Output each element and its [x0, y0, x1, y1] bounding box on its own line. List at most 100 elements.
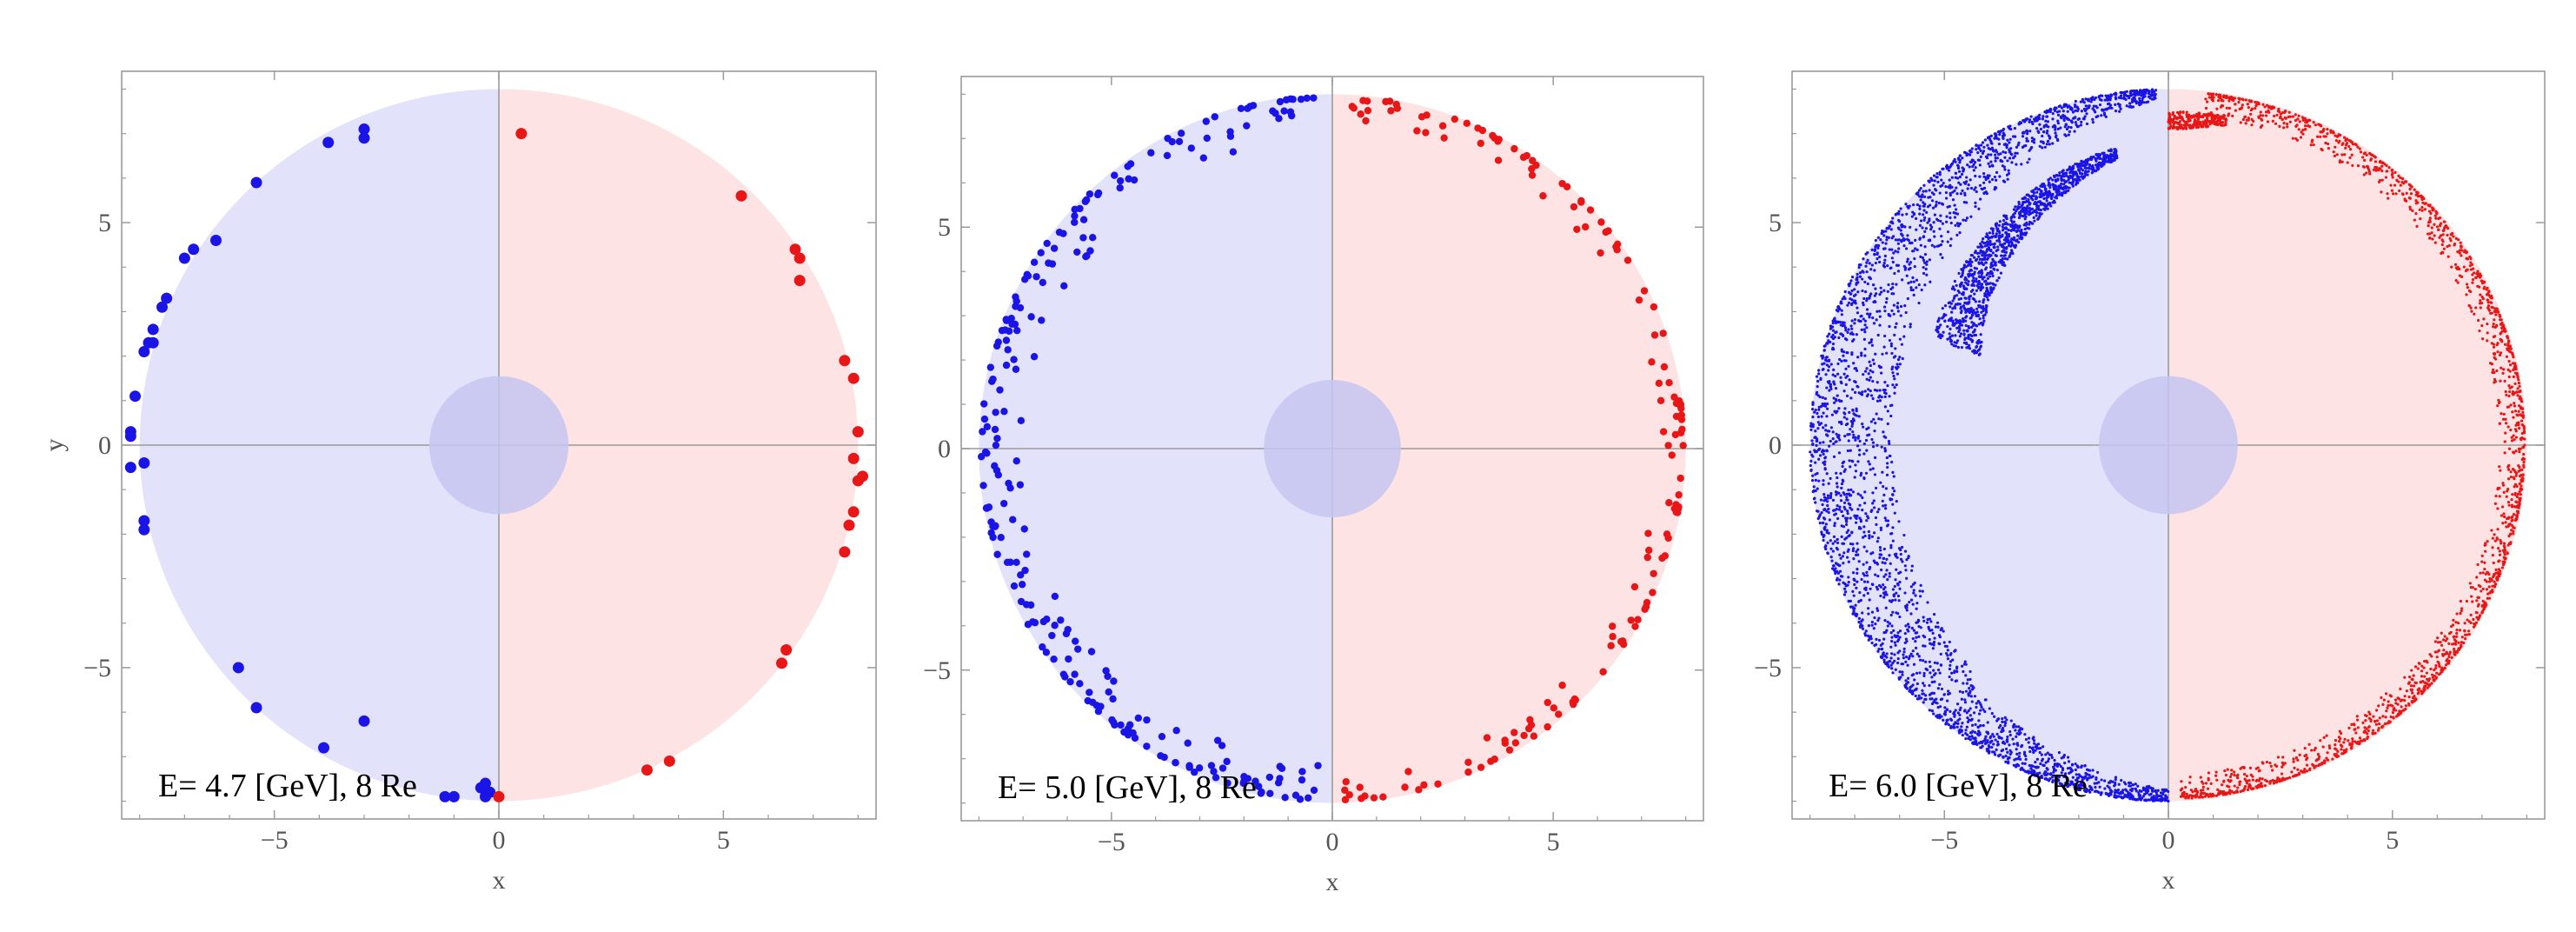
data-point — [1836, 372, 1840, 376]
data-point — [1979, 289, 1982, 292]
data-point — [1965, 201, 1969, 204]
data-point — [1866, 434, 1869, 437]
data-point — [2015, 239, 2018, 243]
data-point — [1923, 283, 1927, 287]
data-point — [2083, 764, 2087, 768]
data-point — [983, 423, 992, 431]
data-point — [2407, 676, 2412, 679]
data-point — [2055, 774, 2059, 777]
data-point — [1897, 212, 1901, 216]
data-point — [2045, 110, 2048, 113]
data-point — [1936, 668, 1941, 672]
data-point — [1520, 731, 1528, 740]
data-point — [1873, 253, 1876, 256]
data-point — [1823, 507, 1827, 511]
data-point — [1982, 150, 1986, 153]
data-point — [1856, 460, 1860, 463]
left-points-series — [1809, 88, 2170, 803]
data-point — [1844, 519, 1849, 523]
data-point — [1865, 561, 1869, 564]
data-point — [1845, 496, 1849, 499]
data-point — [1956, 156, 1961, 160]
data-point — [1977, 262, 1982, 265]
data-point — [2233, 784, 2236, 788]
data-point — [1882, 493, 1886, 496]
data-point — [2020, 209, 2023, 212]
data-point — [1861, 277, 1864, 281]
data-point — [1126, 160, 1135, 168]
data-point — [1844, 329, 1848, 332]
data-point — [1966, 678, 1969, 682]
data-point — [2016, 743, 2020, 747]
data-point — [2041, 146, 2044, 150]
data-point — [1955, 326, 1959, 330]
data-point — [1886, 290, 1889, 293]
data-point — [1974, 174, 1977, 178]
data-point — [1840, 535, 1843, 538]
data-point — [1834, 397, 1838, 402]
data-point — [1851, 417, 1856, 421]
data-point — [2053, 758, 2056, 762]
data-point — [1951, 307, 1955, 310]
data-point — [2102, 155, 2106, 158]
data-point — [2098, 156, 2101, 159]
data-point — [1844, 584, 1848, 588]
data-point — [1833, 336, 1836, 339]
data-point — [2107, 94, 2110, 97]
data-point — [1928, 238, 1932, 242]
data-point — [1510, 144, 1518, 153]
data-point — [1857, 453, 1862, 456]
data-point — [2118, 110, 2121, 113]
data-point — [1020, 525, 1028, 533]
data-point — [1888, 622, 1892, 625]
data-point — [1030, 258, 1039, 266]
data-point — [1942, 693, 1946, 696]
data-point — [991, 462, 999, 470]
data-point — [1002, 361, 1011, 369]
data-point — [1985, 290, 1988, 293]
data-point — [1203, 134, 1212, 143]
data-point — [2024, 754, 2028, 758]
data-point — [1883, 447, 1887, 450]
data-point — [2003, 242, 2007, 245]
data-point — [1641, 605, 1649, 613]
data-point — [1889, 656, 1893, 660]
data-point — [1889, 546, 1893, 549]
data-point — [1995, 133, 1998, 136]
data-point — [1291, 791, 1300, 799]
data-point — [2135, 798, 2140, 802]
data-point — [1829, 383, 1832, 386]
data-point — [1954, 322, 1958, 325]
data-point — [1899, 557, 1903, 561]
data-point — [2073, 172, 2076, 176]
data-point — [1896, 310, 1900, 313]
data-point — [1842, 587, 1847, 590]
data-point — [1879, 594, 1882, 598]
data-point — [1977, 712, 1982, 716]
data-point — [1071, 218, 1079, 226]
data-point — [2150, 88, 2154, 92]
data-point — [2022, 118, 2025, 123]
data-point — [1851, 612, 1855, 616]
data-point — [1884, 230, 1888, 233]
data-point — [2070, 170, 2074, 173]
data-point — [1826, 342, 1829, 345]
data-point — [1825, 386, 1829, 389]
data-point — [2145, 88, 2148, 91]
data-point — [1834, 562, 1838, 565]
data-point — [2034, 210, 2037, 214]
data-point — [1825, 415, 1829, 418]
data-point — [1911, 655, 1915, 658]
data-point — [2119, 792, 2122, 796]
data-point — [1853, 476, 1856, 479]
data-point — [1883, 405, 1887, 409]
data-point — [1840, 313, 1843, 316]
data-point — [358, 715, 370, 727]
data-point — [2422, 666, 2426, 669]
data-point — [1935, 621, 1940, 624]
data-point — [1110, 677, 1118, 685]
data-point — [1863, 534, 1867, 538]
data-point — [1974, 310, 1977, 315]
data-point — [1930, 225, 1934, 229]
data-point — [1867, 529, 1870, 534]
